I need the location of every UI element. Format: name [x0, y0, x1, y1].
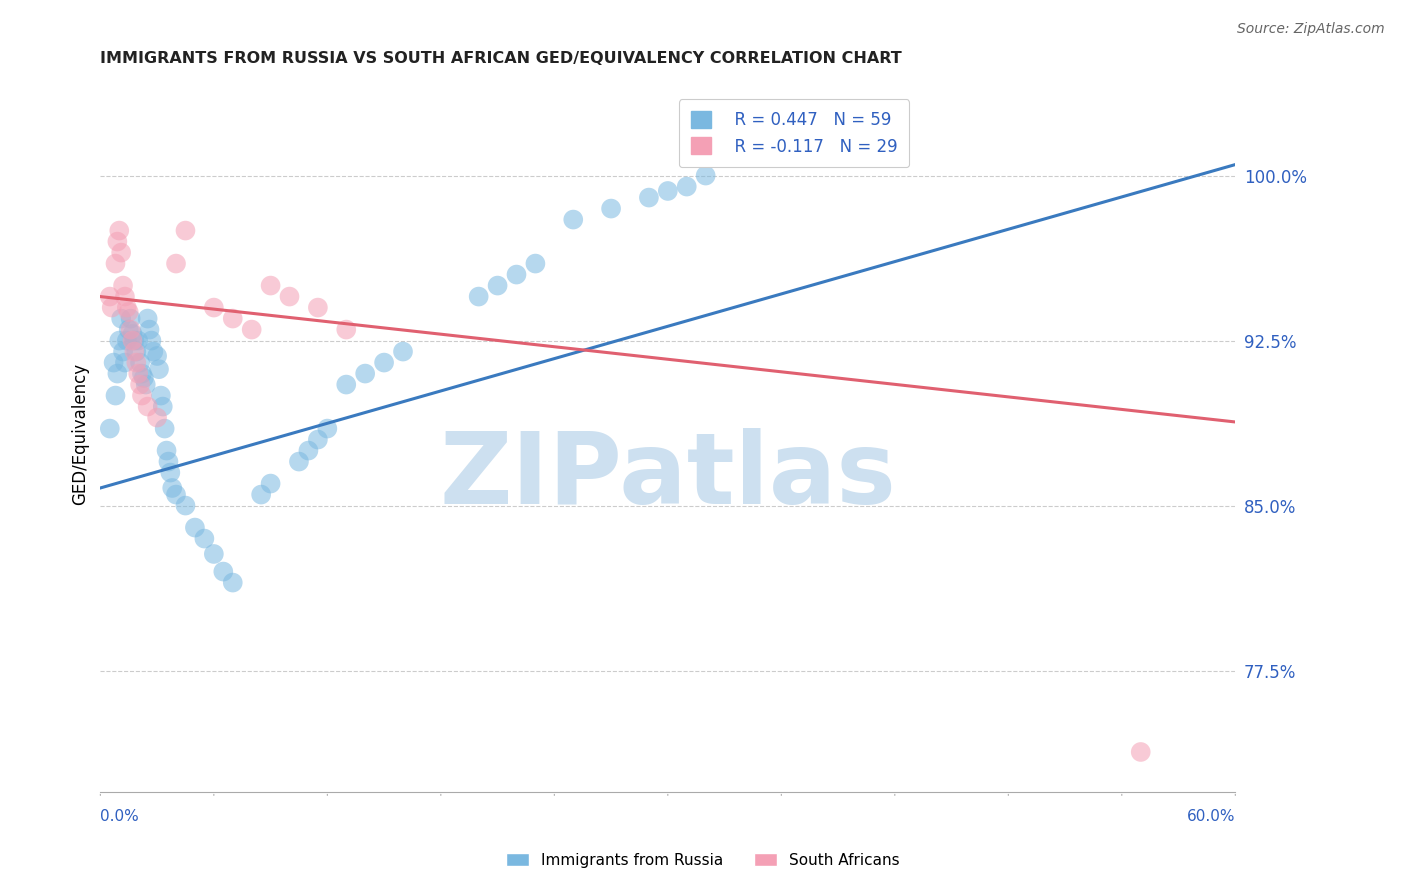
Point: [335, 322, 357, 336]
Point: [112, 278, 135, 293]
Point: [524, 256, 547, 270]
Text: 0.0%: 0.0%: [100, 809, 139, 824]
Point: [222, 311, 245, 326]
Point: [125, 344, 148, 359]
Point: [136, 311, 159, 326]
Point: [165, 487, 187, 501]
Point: [120, 311, 142, 326]
Point: [105, 367, 128, 381]
Point: [108, 334, 131, 348]
Text: Source: ZipAtlas.com: Source: ZipAtlas.com: [1237, 22, 1385, 37]
Point: [562, 212, 585, 227]
Point: [174, 499, 197, 513]
Point: [278, 289, 301, 303]
Point: [392, 344, 415, 359]
Point: [657, 184, 679, 198]
Point: [146, 410, 169, 425]
Point: [100, 301, 122, 315]
Y-axis label: GED/Equivalency: GED/Equivalency: [72, 363, 89, 505]
Point: [110, 311, 132, 326]
Point: [114, 289, 136, 303]
Point: [184, 520, 207, 534]
Point: [110, 245, 132, 260]
Point: [98, 289, 121, 303]
Point: [373, 355, 395, 369]
Point: [157, 454, 180, 468]
Point: [121, 326, 143, 341]
Point: [105, 235, 128, 249]
Point: [600, 202, 623, 216]
Point: [486, 278, 509, 293]
Point: [104, 256, 127, 270]
Point: [132, 371, 155, 385]
Point: [131, 367, 153, 381]
Point: [160, 481, 183, 495]
Point: [165, 256, 187, 270]
Point: [259, 476, 281, 491]
Point: [108, 223, 131, 237]
Point: [138, 322, 160, 336]
Point: [202, 301, 225, 315]
Point: [638, 190, 661, 204]
Point: [193, 532, 215, 546]
Point: [118, 322, 141, 336]
Point: [202, 547, 225, 561]
Point: [125, 355, 148, 369]
Point: [127, 367, 149, 381]
Text: 60.0%: 60.0%: [1187, 809, 1236, 824]
Point: [129, 377, 152, 392]
Point: [124, 344, 146, 359]
Point: [98, 421, 121, 435]
Point: [153, 421, 176, 435]
Legend:   R = 0.447   N = 59,   R = -0.117   N = 29: R = 0.447 N = 59, R = -0.117 N = 29: [679, 99, 910, 167]
Text: IMMIGRANTS FROM RUSSIA VS SOUTH AFRICAN GED/EQUIVALENCY CORRELATION CHART: IMMIGRANTS FROM RUSSIA VS SOUTH AFRICAN …: [100, 51, 903, 66]
Point: [297, 443, 319, 458]
Legend: Immigrants from Russia, South Africans: Immigrants from Russia, South Africans: [499, 845, 907, 875]
Point: [131, 388, 153, 402]
Point: [127, 334, 149, 348]
Point: [112, 344, 135, 359]
Point: [505, 268, 527, 282]
Point: [159, 466, 181, 480]
Point: [307, 301, 329, 315]
Point: [695, 169, 717, 183]
Point: [149, 388, 172, 402]
Point: [316, 421, 339, 435]
Point: [103, 355, 125, 369]
Point: [148, 362, 170, 376]
Point: [152, 400, 174, 414]
Point: [1129, 745, 1152, 759]
Point: [121, 334, 143, 348]
Point: [250, 487, 273, 501]
Point: [155, 443, 177, 458]
Point: [222, 575, 245, 590]
Point: [307, 433, 329, 447]
Point: [142, 344, 165, 359]
Point: [240, 322, 263, 336]
Point: [146, 349, 169, 363]
Point: [118, 305, 141, 319]
Point: [354, 367, 377, 381]
Point: [259, 278, 281, 293]
Point: [115, 334, 138, 348]
Point: [174, 223, 197, 237]
Point: [135, 377, 157, 392]
Point: [114, 355, 136, 369]
Point: [335, 377, 357, 392]
Point: [104, 388, 127, 402]
Point: [467, 289, 489, 303]
Text: ZIPatlas: ZIPatlas: [440, 428, 896, 525]
Point: [675, 179, 697, 194]
Point: [120, 322, 142, 336]
Point: [212, 565, 235, 579]
Point: [288, 454, 311, 468]
Point: [141, 334, 163, 348]
Point: [124, 334, 146, 348]
Point: [129, 355, 152, 369]
Point: [136, 400, 159, 414]
Point: [115, 301, 138, 315]
